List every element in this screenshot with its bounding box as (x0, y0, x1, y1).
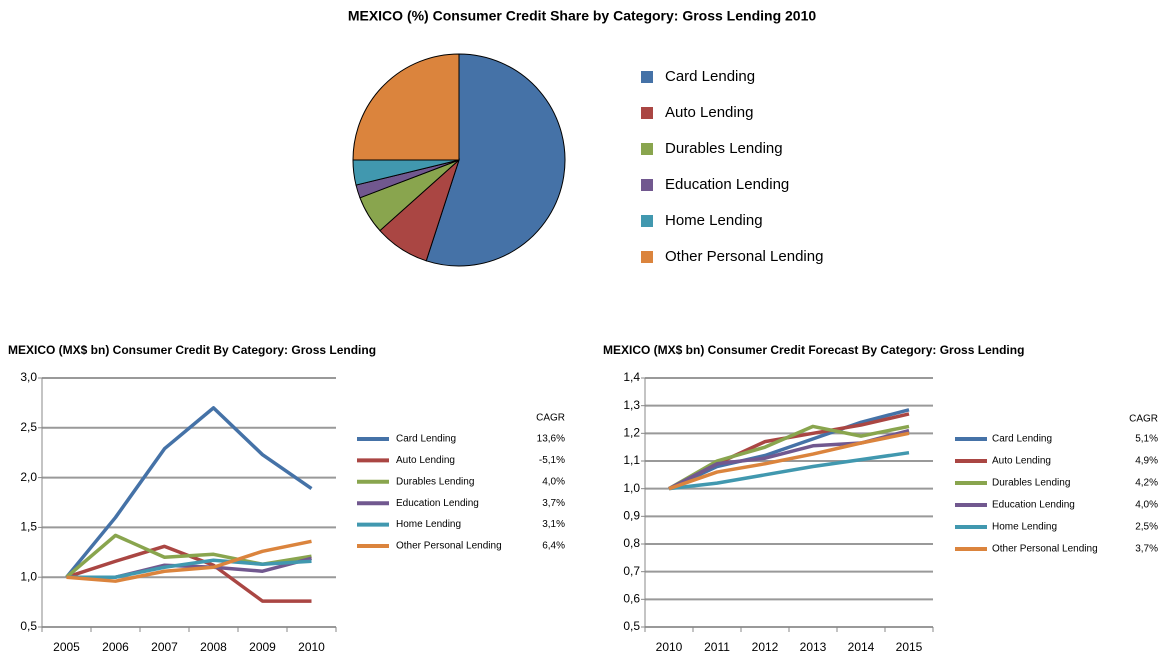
x-tick-label: 2006 (102, 640, 129, 654)
x-tick-label: 2005 (53, 640, 80, 654)
y-tick-label: 1,5 (20, 520, 37, 534)
chart-title: MEXICO (%) Consumer Credit Share by Cate… (348, 8, 817, 24)
chart-title: MEXICO (MX$ bn) Consumer Credit By Categ… (8, 343, 376, 357)
cagr-value: 5,1% (1135, 434, 1158, 445)
y-tick-label: 1,2 (623, 426, 640, 440)
legend-label: Durables Lending (992, 478, 1070, 489)
y-tick-label: 1,0 (623, 481, 640, 495)
series-line (668, 431, 910, 491)
y-tick-label: 1,3 (623, 398, 640, 412)
y-tick-label: 2,0 (20, 470, 37, 484)
legend-label: Education Lending (396, 498, 479, 509)
cagr-value: 6,4% (542, 541, 565, 552)
cagr-value: 3,1% (542, 519, 565, 530)
legend-swatch (641, 143, 653, 155)
legend-label: Auto Lending (992, 456, 1051, 467)
legend-label: Auto Lending (396, 455, 455, 466)
series-line (66, 558, 312, 579)
y-tick-label: 0,6 (623, 592, 640, 606)
legend-label: Other Personal Lending (992, 544, 1098, 555)
x-tick-label: 2014 (848, 640, 875, 654)
legend-label: Home Lending (992, 522, 1057, 533)
y-tick-label: 0,5 (20, 619, 37, 633)
legend-label: Card Lending (396, 434, 456, 445)
legend-label: Education Lending (665, 176, 789, 193)
cagr-value: 4,9% (1135, 456, 1158, 467)
legend-label: Home Lending (396, 519, 461, 530)
x-tick-label: 2011 (704, 640, 730, 654)
legend-swatch (641, 107, 653, 119)
x-tick-label: 2013 (800, 640, 827, 654)
legend-label: Home Lending (665, 212, 763, 229)
x-tick-label: 2015 (896, 640, 923, 654)
legend-swatch (641, 179, 653, 191)
legend-swatch (641, 215, 653, 227)
cagr-value: 4,2% (1135, 478, 1158, 489)
x-tick-label: 2008 (200, 640, 227, 654)
chart-title: MEXICO (MX$ bn) Consumer Credit Forecast… (603, 343, 1024, 357)
y-tick-label: 0,7 (623, 564, 640, 578)
cagr-value: -5,1% (539, 455, 565, 466)
legend-swatch (641, 251, 653, 263)
cagr-value: 4,0% (1135, 500, 1158, 511)
y-tick-label: 1,0 (20, 569, 37, 583)
cagr-value: 13,6% (537, 434, 565, 445)
y-tick-label: 2,5 (20, 420, 37, 434)
x-tick-label: 2010 (298, 640, 325, 654)
cagr-value: 3,7% (542, 498, 565, 509)
pie-slice (425, 53, 566, 267)
legend-swatch (641, 71, 653, 83)
legend-label: Durables Lending (665, 140, 783, 157)
x-tick-label: 2010 (656, 640, 683, 654)
y-tick-label: 0,5 (623, 619, 640, 633)
y-tick-label: 1,4 (623, 370, 640, 384)
y-tick-label: 0,9 (623, 509, 640, 523)
cagr-value: 3,7% (1135, 544, 1158, 555)
series-line (668, 424, 910, 491)
y-tick-label: 1,1 (623, 453, 640, 467)
legend-label: Card Lending (665, 68, 755, 85)
x-tick-label: 2012 (752, 640, 779, 654)
series-line (668, 408, 910, 491)
legend-label: Card Lending (992, 434, 1052, 445)
legend-label: Durables Lending (396, 476, 474, 487)
pie-slice (352, 53, 460, 161)
legend-label: Education Lending (992, 500, 1075, 511)
legend-label: Auto Lending (665, 104, 753, 121)
y-tick-label: 0,8 (623, 536, 640, 550)
series-line (66, 539, 312, 583)
cagr-value: 4,0% (542, 476, 565, 487)
x-tick-label: 2007 (151, 640, 178, 654)
y-tick-label: 3,0 (20, 370, 37, 384)
cagr-value: 2,5% (1135, 522, 1158, 533)
cagr-header: CAGR (1129, 414, 1158, 425)
legend-label: Other Personal Lending (396, 541, 502, 552)
legend-label: Other Personal Lending (665, 248, 823, 265)
series-line (668, 450, 910, 491)
series-line (65, 406, 313, 579)
x-tick-label: 2009 (249, 640, 276, 654)
cagr-header: CAGR (536, 413, 565, 424)
